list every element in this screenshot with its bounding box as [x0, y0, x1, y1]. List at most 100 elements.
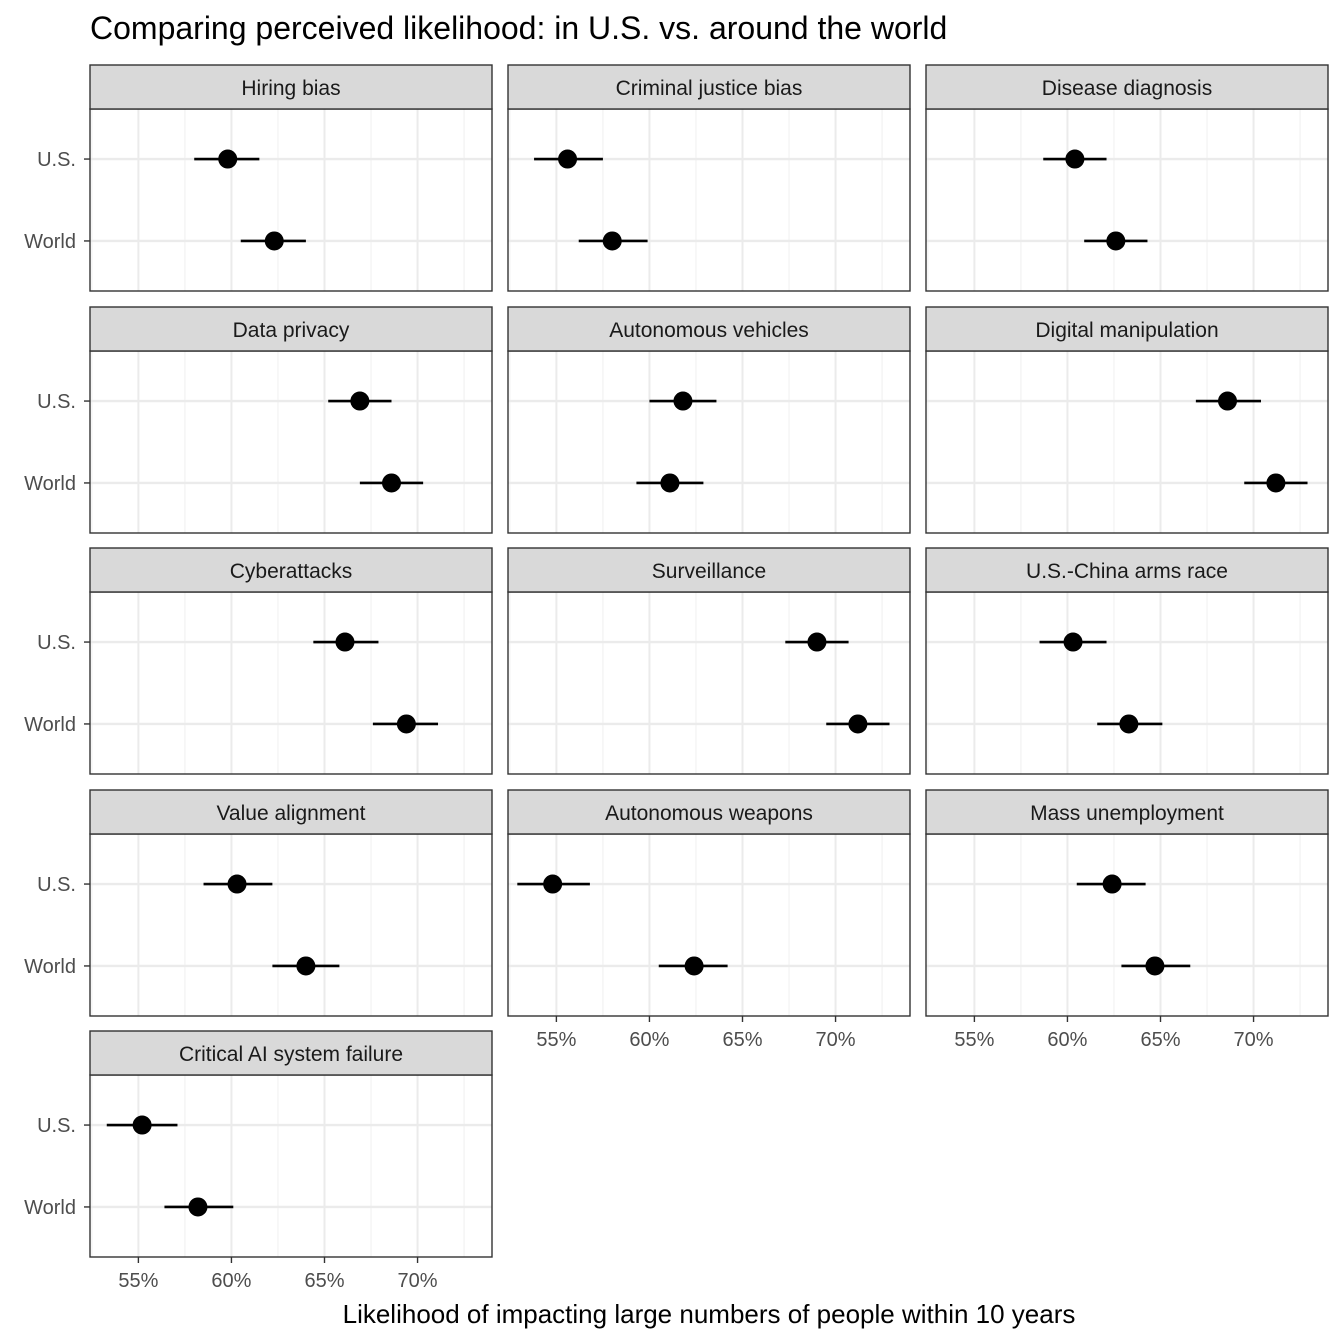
facet-strip-label: Value alignment [216, 802, 365, 825]
facet-panel: Hiring bias U.S. World [24, 64, 493, 292]
facet-panel: Critical AI system failure U.S. World 55% 60… [24, 1030, 493, 1292]
facet-strip-label: Autonomous vehicles [609, 319, 809, 342]
facet-strip-label: Criminal justice bias [616, 77, 803, 100]
facet-strip [925, 547, 1329, 593]
facet-strip-label: Digital manipulation [1035, 319, 1218, 342]
data-point [335, 632, 355, 652]
facet-panel: Disease diagnosis [925, 64, 1329, 292]
facet-panel: U.S.-China arms race [925, 547, 1329, 775]
data-point [218, 149, 238, 169]
y-tick-label: World [24, 473, 76, 495]
chart-title: Comparing perceived likelihood: in U.S. … [90, 10, 947, 46]
facet-panel: Autonomous vehicles [507, 306, 911, 534]
y-tick-label: U.S. [37, 149, 76, 171]
x-tick-label: 65% [722, 1029, 762, 1051]
facet-strip [507, 789, 911, 835]
x-tick-label: 55% [954, 1029, 994, 1051]
facet-strip-label: Surveillance [652, 560, 766, 583]
panel-background [90, 351, 492, 533]
data-point [848, 714, 868, 734]
facet-strip [89, 789, 493, 835]
data-point [1106, 231, 1126, 251]
y-tick-label: World [24, 714, 76, 736]
facet-strip-label: Disease diagnosis [1042, 77, 1212, 100]
data-point [684, 956, 704, 976]
facet-panel: Criminal justice bias [507, 64, 911, 292]
data-point [296, 956, 316, 976]
facet-strip [507, 306, 911, 352]
data-point [132, 1115, 152, 1135]
facet-panel: Data privacy U.S. World [24, 306, 493, 534]
panel-background [926, 592, 1328, 774]
y-tick-label: U.S. [37, 1115, 76, 1137]
x-tick-label: 70% [1234, 1029, 1274, 1051]
panel-background [90, 592, 492, 774]
data-point [543, 874, 563, 894]
data-point [1065, 149, 1085, 169]
panel-background [90, 834, 492, 1016]
facet-strip-label: Mass unemployment [1030, 802, 1224, 825]
data-point [1266, 473, 1286, 493]
facet-strip [925, 789, 1329, 835]
facet-strip [89, 547, 493, 593]
x-tick-label: 70% [816, 1029, 856, 1051]
data-point [1145, 956, 1165, 976]
data-point [382, 473, 401, 493]
x-tick-label: 65% [304, 1270, 344, 1292]
data-point [188, 1197, 208, 1217]
facet-strip [89, 306, 493, 352]
data-point [602, 231, 622, 251]
facet-strip [89, 64, 493, 110]
panel-background [508, 109, 910, 291]
data-point [1218, 391, 1237, 411]
y-tick-label: World [24, 231, 76, 253]
data-point [558, 149, 578, 169]
panel-background [926, 351, 1328, 533]
facet-strip [507, 547, 911, 593]
y-tick-label: U.S. [37, 632, 76, 654]
data-point [227, 874, 247, 894]
facet-strip-label: Cyberattacks [230, 560, 353, 583]
data-point [807, 632, 827, 652]
facet-strip-label: Critical AI system failure [179, 1043, 403, 1066]
panel-background [926, 834, 1328, 1016]
facet-strip [925, 306, 1329, 352]
y-tick-label: U.S. [37, 874, 76, 896]
x-axis-title: Likelihood of impacting large numbers of… [343, 1299, 1076, 1329]
y-tick-label: U.S. [37, 391, 76, 413]
facet-strip [507, 64, 911, 110]
panel-background [508, 834, 910, 1016]
facet-strip-label: Hiring bias [241, 77, 340, 100]
facet-panel: Mass unemployment 55% 60% 65% 70% [925, 789, 1329, 1051]
x-tick-label: 60% [1047, 1029, 1087, 1051]
facet-panel: Value alignment U.S. World [24, 789, 493, 1017]
data-point [350, 391, 370, 411]
x-tick-label: 55% [118, 1270, 158, 1292]
x-tick-label: 60% [629, 1029, 669, 1051]
data-point [264, 231, 284, 251]
data-point [673, 391, 693, 411]
facet-strip-label: Data privacy [233, 319, 350, 342]
data-point [1119, 714, 1139, 734]
panel-background [90, 1075, 492, 1257]
x-tick-label: 70% [398, 1270, 438, 1292]
y-tick-label: World [24, 956, 76, 978]
data-point [1102, 874, 1122, 894]
facet-strip [89, 1030, 493, 1076]
facet-strip [925, 64, 1329, 110]
data-point [396, 714, 416, 734]
panel-background [90, 109, 492, 291]
data-point [1063, 632, 1083, 652]
facet-panel: Cyberattacks U.S. World [24, 547, 493, 775]
facet-strip-label: U.S.-China arms race [1026, 560, 1228, 583]
y-tick-label: World [24, 1197, 76, 1219]
data-point [660, 473, 680, 493]
panel-background [508, 351, 910, 533]
facet-panel: Digital manipulation [925, 306, 1329, 534]
x-tick-label: 60% [211, 1270, 251, 1292]
x-tick-label: 65% [1140, 1029, 1180, 1051]
facet-panel: Surveillance [507, 547, 911, 775]
facet-panel: Autonomous weapons 55% 60% 65% 70% [507, 789, 911, 1051]
facet-strip-label: Autonomous weapons [605, 802, 813, 825]
